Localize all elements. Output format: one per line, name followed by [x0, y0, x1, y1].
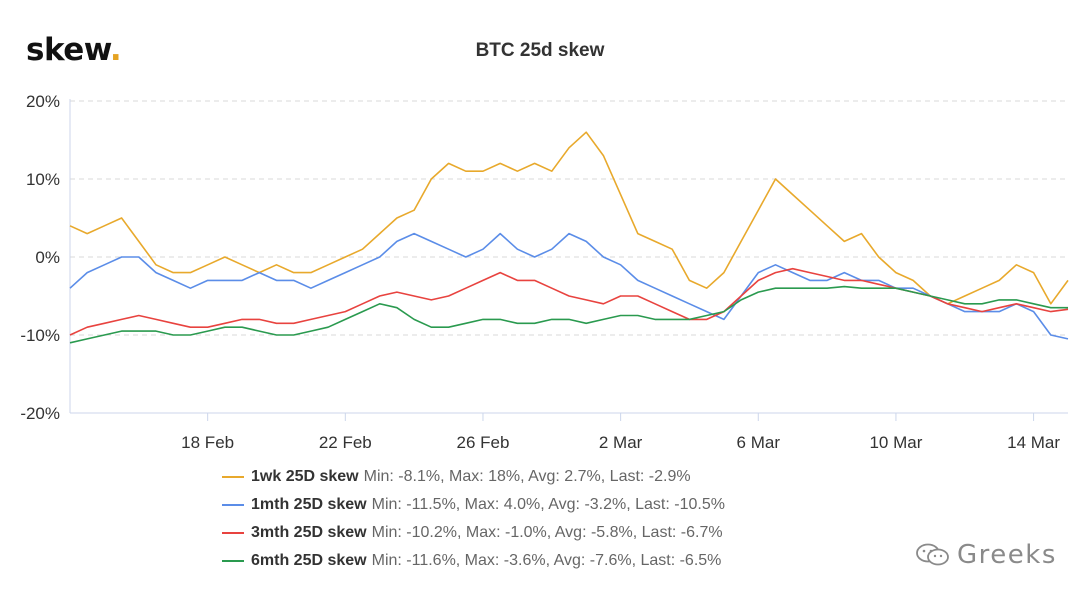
y-tick-label: -10%	[20, 326, 60, 345]
x-tick-label: 14 Mar	[1007, 433, 1060, 452]
x-tick-label: 26 Feb	[456, 433, 509, 452]
legend-swatch	[222, 560, 244, 562]
logo-text: skew	[26, 32, 110, 68]
y-tick-label: -20%	[20, 404, 60, 423]
series-line-3[interactable]	[69, 285, 1068, 344]
y-tick-label: 0%	[35, 248, 60, 267]
legend-item-6mth[interactable]: 6mth 25D skew Min: -11.6%, Max: -3.6%, A…	[222, 547, 725, 575]
legend-series-stats: Min: -8.1%, Max: 18%, Avg: 2.7%, Last: -…	[363, 468, 691, 485]
legend-series-name: 3mth 25D skew	[251, 524, 367, 541]
watermark-text: Greeks	[957, 540, 1057, 570]
series-line-2[interactable]	[69, 267, 1069, 336]
chart-legend: 1wk 25D skew Min: -8.1%, Max: 18%, Avg: …	[222, 463, 725, 575]
legend-series-name: 1wk 25D skew	[251, 468, 359, 485]
legend-series-stats: Min: -11.5%, Max: 4.0%, Avg: -3.2%, Last…	[371, 496, 725, 513]
chart-series	[69, 131, 1069, 344]
chart-axes: 20% 10% 0% -10% -20% 18 Feb 22 Feb 26 Feb 2 Mar 6…	[20, 92, 1068, 452]
legend-item-1wk[interactable]: 1wk 25D skew Min: -8.1%, Max: 18%, Avg: …	[222, 463, 725, 491]
chart-title: BTC 25d skew	[475, 40, 605, 61]
chart-grid	[70, 100, 1068, 336]
legend-swatch	[222, 504, 244, 506]
skew-logo: skew.	[26, 32, 122, 68]
legend-swatch	[222, 532, 244, 534]
x-tick-label: 10 Mar	[869, 433, 922, 452]
legend-series-name: 6mth 25D skew	[251, 552, 367, 569]
legend-series-stats: Min: -10.2%, Max: -1.0%, Avg: -5.8%, Las…	[371, 524, 723, 541]
series-line-1[interactable]	[69, 232, 1069, 340]
legend-item-1mth[interactable]: 1mth 25D skew Min: -11.5%, Max: 4.0%, Av…	[222, 491, 725, 519]
legend-item-3mth[interactable]: 3mth 25D skew Min: -10.2%, Max: -1.0%, A…	[222, 519, 725, 547]
x-tick-label: 22 Feb	[319, 433, 372, 452]
y-tick-label: 10%	[26, 170, 60, 189]
x-tick-label: 18 Feb	[181, 433, 234, 452]
legend-series-name: 1mth 25D skew	[251, 496, 367, 513]
legend-series-stats: Min: -11.6%, Max: -3.6%, Avg: -7.6%, Las…	[371, 552, 722, 569]
x-tick-label: 2 Mar	[599, 433, 643, 452]
x-tick-label: 6 Mar	[737, 433, 781, 452]
wechat-icon	[916, 543, 949, 566]
wechat-watermark: Greeks	[915, 540, 1057, 570]
series-line-0[interactable]	[69, 131, 1069, 305]
y-tick-label: 20%	[26, 92, 60, 111]
legend-swatch	[222, 476, 244, 478]
logo-dot: .	[109, 32, 122, 68]
